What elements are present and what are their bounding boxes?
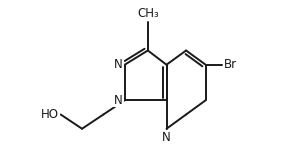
Text: Br: Br [223, 58, 237, 71]
Text: CH₃: CH₃ [137, 7, 159, 20]
Text: N: N [114, 58, 123, 71]
Text: N: N [114, 94, 123, 107]
Text: HO: HO [41, 108, 59, 121]
Text: N: N [162, 131, 171, 143]
